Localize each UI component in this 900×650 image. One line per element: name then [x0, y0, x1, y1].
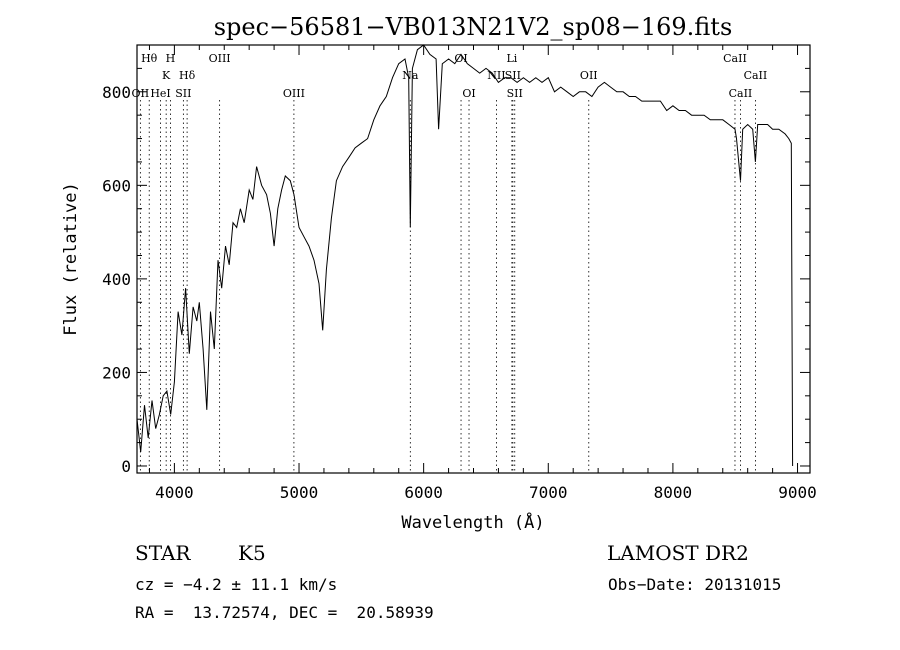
line-marker-label: OIII [209, 52, 231, 65]
line-marker-label: H [166, 52, 176, 65]
subclass: K5 [238, 541, 266, 565]
line-marker-label: OI [462, 87, 475, 100]
x-tick-label: 7000 [529, 483, 568, 502]
x-tick-label: 8000 [654, 483, 693, 502]
y-axis-label: Flux (relative) [61, 182, 81, 336]
line-marker-label: SII [507, 87, 523, 100]
x-tick-label: 5000 [280, 483, 319, 502]
redshift-velocity: cz = −4.2 ± 11.1 km/s [135, 575, 338, 594]
line-marker-label: CaII [744, 69, 768, 82]
line-marker-label: SII [175, 87, 191, 100]
line-marker-label: OI [454, 52, 467, 65]
y-tick-label: 800 [102, 83, 131, 102]
line-marker-label: SII [505, 69, 521, 82]
axis-ticks: 4000 5000 6000 7000 8000 9000 0 200 400 600 800 [102, 44, 817, 502]
line-marker-label: K [162, 69, 171, 82]
chart-title: spec−56581−VB013N21V2_sp08−169.fits [214, 13, 733, 41]
line-marker-label: Hδ [179, 69, 196, 82]
line-marker-label: Hθ [141, 52, 158, 65]
x-tick-label: 6000 [404, 483, 443, 502]
y-tick-label: 400 [102, 270, 131, 289]
coordinates: RA = 13.72574, DEC = 20.58939 [135, 603, 434, 622]
x-tick-label: 4000 [155, 483, 194, 502]
survey-name: LAMOST DR2 [607, 541, 749, 565]
line-marker-label: HeI [150, 87, 170, 100]
y-tick-label: 200 [102, 363, 131, 382]
spectrum-line [136, 44, 794, 467]
x-tick-label: 9000 [778, 483, 817, 502]
y-tick-label: 600 [102, 176, 131, 195]
x-axis-label: Wavelength (Å) [401, 511, 544, 533]
line-marker-label: OIII [283, 87, 305, 100]
y-tick-label: 0 [121, 457, 131, 476]
object-class: STAR [135, 541, 191, 565]
line-marker-label: Li [506, 52, 517, 65]
line-marker-label: OII [132, 87, 150, 100]
line-marker-label: CaII [729, 87, 753, 100]
line-marker-label: Na [402, 69, 419, 82]
plot-frame [136, 44, 811, 474]
observation-date: Obs−Date: 20131015 [608, 575, 782, 594]
line-marker-label: CaII [723, 52, 747, 65]
line-marker-label: OII [580, 69, 598, 82]
